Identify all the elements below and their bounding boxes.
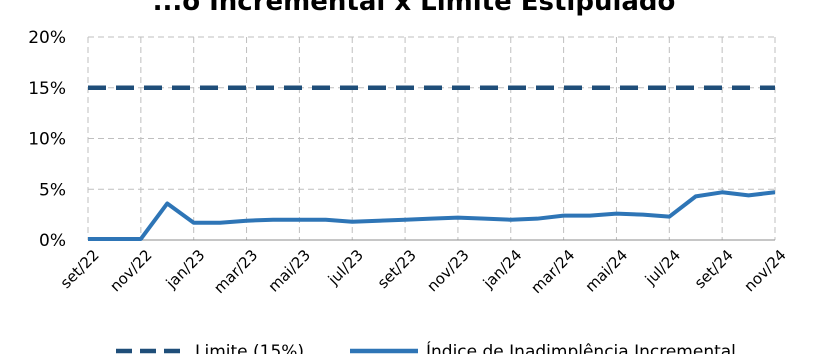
x-tick-label: mar/24 <box>527 246 578 297</box>
y-axis: 0% 5% 10% 15% 20% <box>28 28 66 251</box>
x-tick-label: set/24 <box>691 246 737 292</box>
y-tick-label: 0% <box>39 231 66 251</box>
x-tick-label: mai/24 <box>582 246 632 296</box>
series-layer <box>88 85 776 241</box>
x-tick-label: nov/23 <box>423 246 472 295</box>
y-tick-label: 5% <box>39 180 66 200</box>
chart-title: ...o Incremental x Limite Estipulado <box>153 0 676 17</box>
x-tick-label: jul/23 <box>324 246 367 289</box>
y-tick-label: 20% <box>28 28 66 48</box>
x-tick-label: jul/24 <box>641 246 684 289</box>
x-tick-label: jan/24 <box>479 246 526 293</box>
y-tick-label: 15% <box>28 79 66 99</box>
x-axis: set/22 nov/22 jan/23 mar/23 mai/23 jul/23 set/… <box>57 246 790 297</box>
x-tick-label: nov/22 <box>106 246 155 295</box>
grid <box>87 36 776 240</box>
x-tick-label: mai/23 <box>265 246 315 296</box>
x-tick-label: set/23 <box>374 246 420 292</box>
y-tick-label: 10% <box>28 130 66 150</box>
x-tick-label: jan/23 <box>162 246 209 293</box>
x-tick-label: set/22 <box>57 246 103 292</box>
legend-label: Índice de Inadimplência Incremental <box>426 340 736 354</box>
series-line-indice <box>88 190 776 241</box>
legend-label: Limite (15%) <box>195 342 304 354</box>
legend: Limite (15%) Índice de Inadimplência Incr… <box>116 340 736 354</box>
x-tick-label: mar/23 <box>210 246 261 297</box>
x-tick-label: nov/24 <box>740 246 789 295</box>
